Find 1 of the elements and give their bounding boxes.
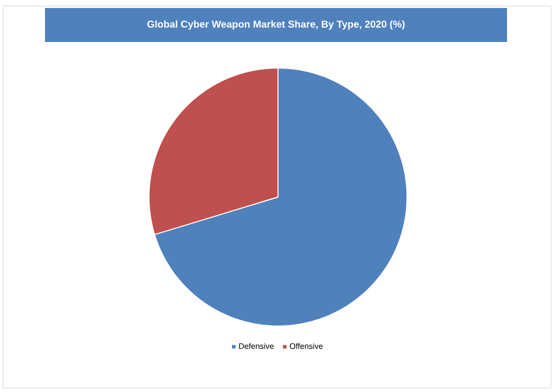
chart-title: Global Cyber Weapon Market Share, By Type, 2020 (%) bbox=[147, 20, 405, 30]
